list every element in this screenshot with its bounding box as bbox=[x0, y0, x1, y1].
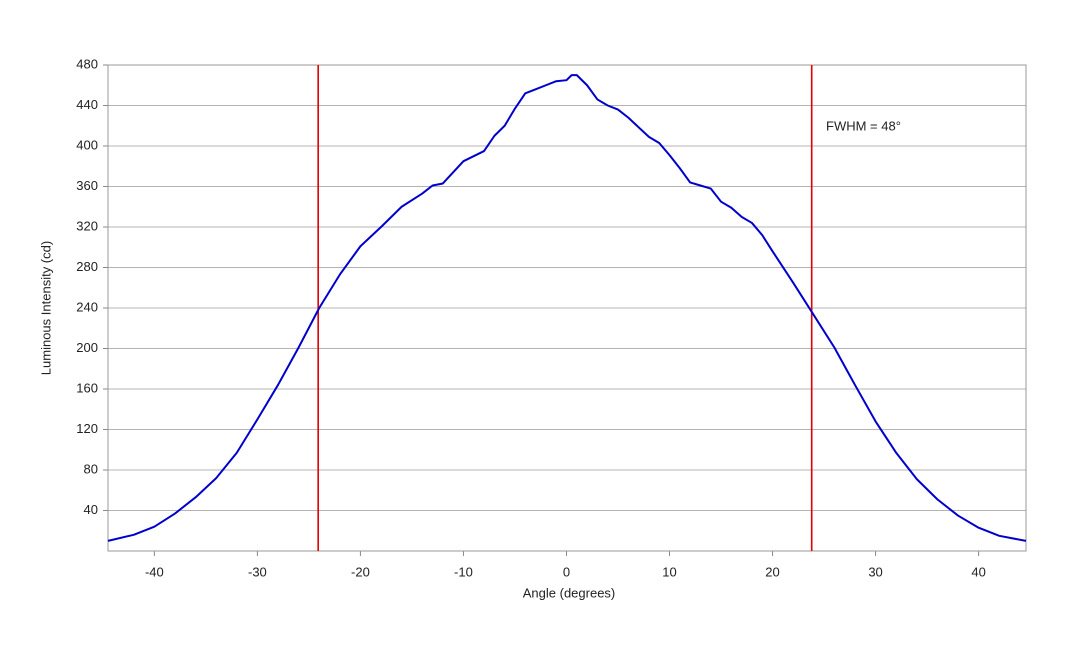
y-tick-label: 480 bbox=[76, 56, 98, 71]
y-tick-label: 320 bbox=[76, 218, 98, 233]
y-tick-label: 200 bbox=[76, 340, 98, 355]
x-axis-label: Angle (degrees) bbox=[523, 585, 616, 600]
annotation: FWHM = 48° bbox=[826, 118, 901, 133]
y-tick-label: 240 bbox=[76, 299, 98, 314]
x-tick-label: -10 bbox=[454, 564, 473, 579]
y-tick-label: 80 bbox=[84, 461, 98, 476]
y-tick-label: 280 bbox=[76, 259, 98, 274]
plot-border bbox=[107, 64, 1027, 552]
x-tick-label: -30 bbox=[248, 564, 267, 579]
x-tick-label: -40 bbox=[145, 564, 164, 579]
x-tick-label: 20 bbox=[765, 564, 779, 579]
y-tick-label: 120 bbox=[76, 421, 98, 436]
y-axis-label: Luminous Intensity (cd) bbox=[38, 241, 53, 375]
y-tick-label: 160 bbox=[76, 380, 98, 395]
y-tick-label: 400 bbox=[76, 137, 98, 152]
y-tick-label: 40 bbox=[84, 502, 98, 517]
x-tick-label: 30 bbox=[868, 564, 882, 579]
y-tick-label: 440 bbox=[76, 97, 98, 112]
x-tick-label: 40 bbox=[971, 564, 985, 579]
x-tick-label: -20 bbox=[351, 564, 370, 579]
x-tick-label: 10 bbox=[662, 564, 676, 579]
y-tick-label: 360 bbox=[76, 178, 98, 193]
x-tick-label: 0 bbox=[563, 564, 570, 579]
data-line bbox=[107, 74, 1027, 542]
